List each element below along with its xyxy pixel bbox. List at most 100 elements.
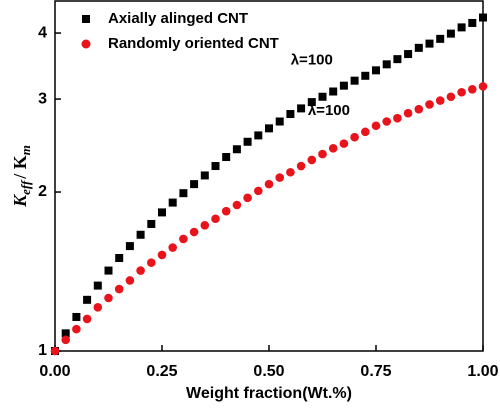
- point: [147, 219, 156, 228]
- point: [254, 131, 263, 140]
- point: [457, 87, 466, 97]
- x-tick-label: 0.25: [146, 363, 177, 380]
- y-label-part: m: [18, 145, 33, 155]
- point: [478, 82, 488, 91]
- point: [93, 281, 102, 290]
- annotation: λ=100: [291, 51, 333, 68]
- point: [222, 153, 231, 162]
- point: [318, 92, 327, 101]
- point: [104, 293, 113, 303]
- point: [200, 220, 210, 230]
- point: [157, 250, 167, 260]
- point: [265, 124, 273, 133]
- point: [414, 43, 423, 52]
- point: [275, 117, 284, 126]
- point: [468, 85, 477, 94]
- point: [329, 87, 338, 96]
- point: [393, 113, 402, 123]
- legend-marker: [81, 39, 91, 49]
- point: [114, 284, 124, 294]
- point: [361, 127, 370, 137]
- y-label-part: K: [10, 193, 30, 208]
- point: [50, 346, 60, 356]
- point: [339, 139, 349, 148]
- point: [286, 110, 295, 119]
- point: [243, 137, 252, 146]
- point: [189, 227, 199, 237]
- point: [328, 144, 338, 153]
- point: [221, 206, 231, 216]
- x-tick-label: 1.00: [467, 363, 498, 380]
- point: [372, 66, 380, 75]
- point: [361, 71, 370, 80]
- point: [307, 98, 316, 107]
- point: [253, 186, 263, 196]
- point: [168, 243, 177, 252]
- y-label-part: / K: [10, 155, 30, 180]
- point: [190, 180, 199, 189]
- point: [468, 18, 477, 27]
- point: [479, 13, 487, 22]
- point: [425, 100, 434, 109]
- point: [93, 302, 103, 312]
- point: [296, 161, 306, 171]
- point: [286, 167, 295, 177]
- point: [136, 230, 145, 239]
- point: [211, 162, 220, 171]
- point: [168, 198, 177, 207]
- point: [436, 34, 445, 43]
- y-label-part: eff: [18, 179, 33, 195]
- point: [125, 242, 134, 251]
- point: [125, 276, 135, 285]
- point: [115, 254, 124, 263]
- point: [307, 155, 317, 165]
- point: [404, 50, 413, 59]
- point: [232, 145, 241, 154]
- point: [83, 295, 92, 304]
- point: [82, 314, 92, 324]
- x-axis-label: Weight fraction(Wt.%): [186, 385, 352, 402]
- point: [104, 266, 113, 275]
- plot-frame: [54, 0, 484, 352]
- x-tick-label: 0.75: [360, 363, 391, 380]
- annotation: λ=100: [308, 102, 350, 119]
- legend-label: Randomly oriented CNT: [108, 35, 279, 52]
- point: [382, 60, 391, 69]
- point: [179, 234, 188, 244]
- point: [211, 214, 220, 224]
- y-tick-label: 4: [38, 24, 47, 41]
- point: [232, 200, 242, 210]
- legend-label: Axially alinged CNT: [108, 10, 248, 27]
- point: [350, 76, 359, 85]
- point: [264, 179, 274, 189]
- point: [297, 104, 306, 113]
- point: [61, 335, 70, 345]
- point: [72, 312, 81, 321]
- x-tick-label: 0.50: [253, 363, 284, 380]
- point: [72, 324, 81, 334]
- point: [61, 329, 70, 338]
- point: [275, 173, 285, 182]
- y-tick-label: 2: [38, 183, 47, 200]
- point: [147, 258, 156, 267]
- point: [446, 29, 455, 38]
- point: [200, 171, 209, 180]
- y-tick-label: 1: [38, 342, 47, 359]
- point: [158, 208, 166, 217]
- legend-marker: [82, 15, 90, 23]
- point: [446, 92, 456, 102]
- y-axis-label: Keff/ Km: [10, 145, 33, 208]
- point: [339, 81, 348, 90]
- point: [179, 189, 188, 198]
- y-tick-label: 3: [38, 90, 47, 107]
- point: [243, 193, 252, 203]
- point: [350, 132, 359, 142]
- point: [393, 55, 402, 64]
- x-tick-label: 0.00: [39, 363, 70, 380]
- point: [136, 266, 145, 275]
- point: [457, 23, 466, 32]
- point: [425, 39, 434, 48]
- point: [318, 149, 327, 159]
- point: [382, 117, 392, 126]
